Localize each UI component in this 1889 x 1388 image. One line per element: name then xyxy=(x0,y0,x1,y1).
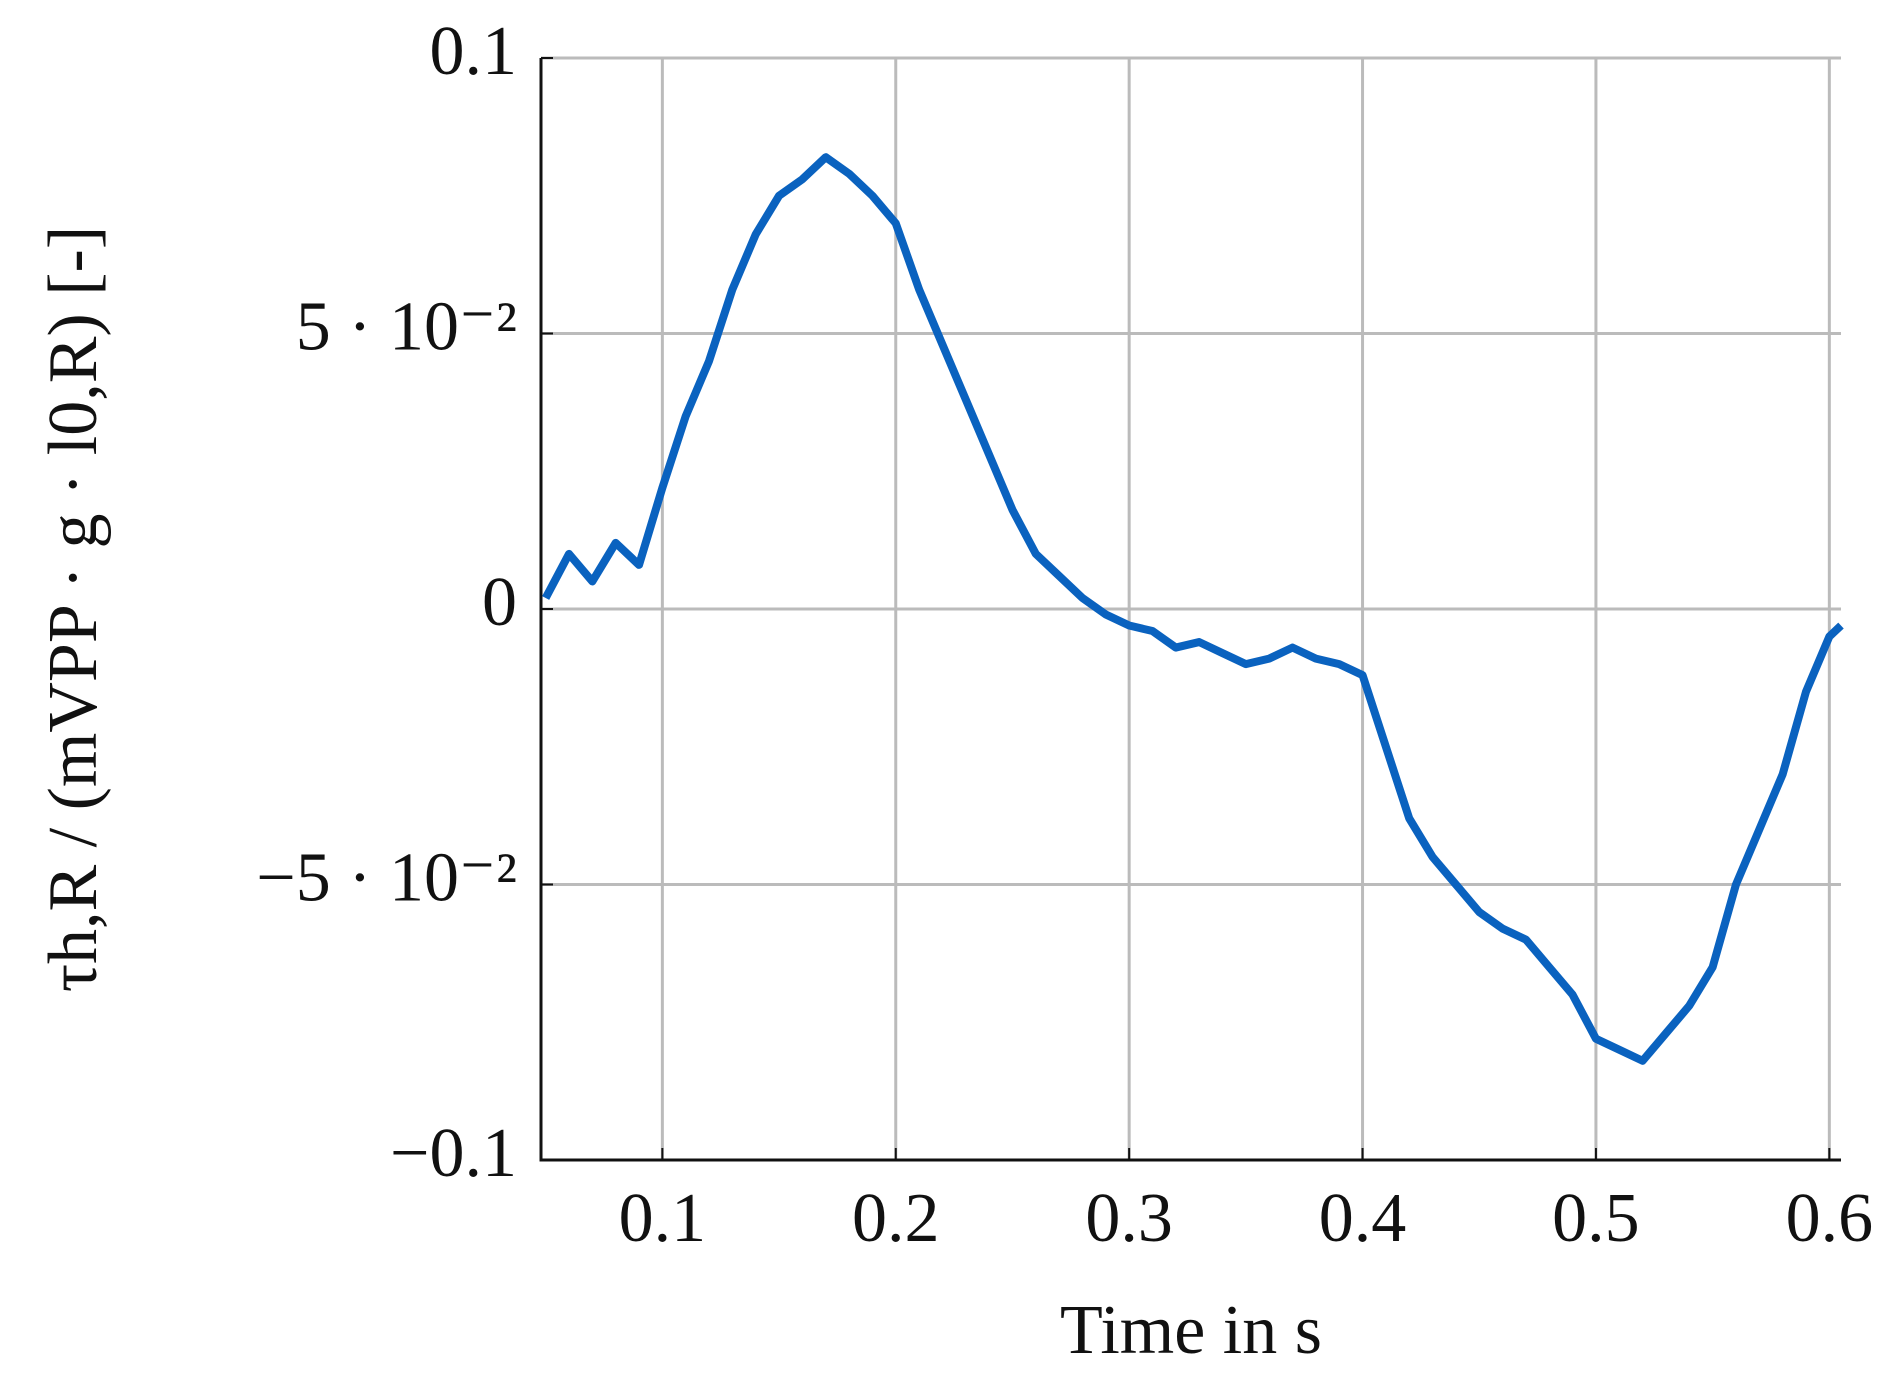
y-axis-label: τh,R / (mVPP · g · l0,R) [-] xyxy=(35,226,112,992)
x-tick-label: 0.5 xyxy=(1552,1180,1640,1257)
y-tick-label: 0.1 xyxy=(430,13,518,90)
data-line xyxy=(542,153,1844,1065)
x-tick-label: 0.2 xyxy=(852,1180,940,1257)
x-tick-label: 0.1 xyxy=(619,1180,707,1257)
y-tick-label: −0.1 xyxy=(390,1115,517,1192)
y-tick-label: 5 · 10⁻² xyxy=(296,289,517,366)
x-tick-label: 0.4 xyxy=(1319,1180,1407,1257)
axes xyxy=(539,58,1841,1162)
x-tick-label: 0.3 xyxy=(1085,1180,1173,1257)
x-axis-label: Time in s xyxy=(1060,1292,1322,1369)
y-tick-label: 0 xyxy=(482,564,517,641)
y-tick-label: −5 · 10⁻² xyxy=(256,840,517,917)
x-tick-label: 0.6 xyxy=(1786,1180,1874,1257)
